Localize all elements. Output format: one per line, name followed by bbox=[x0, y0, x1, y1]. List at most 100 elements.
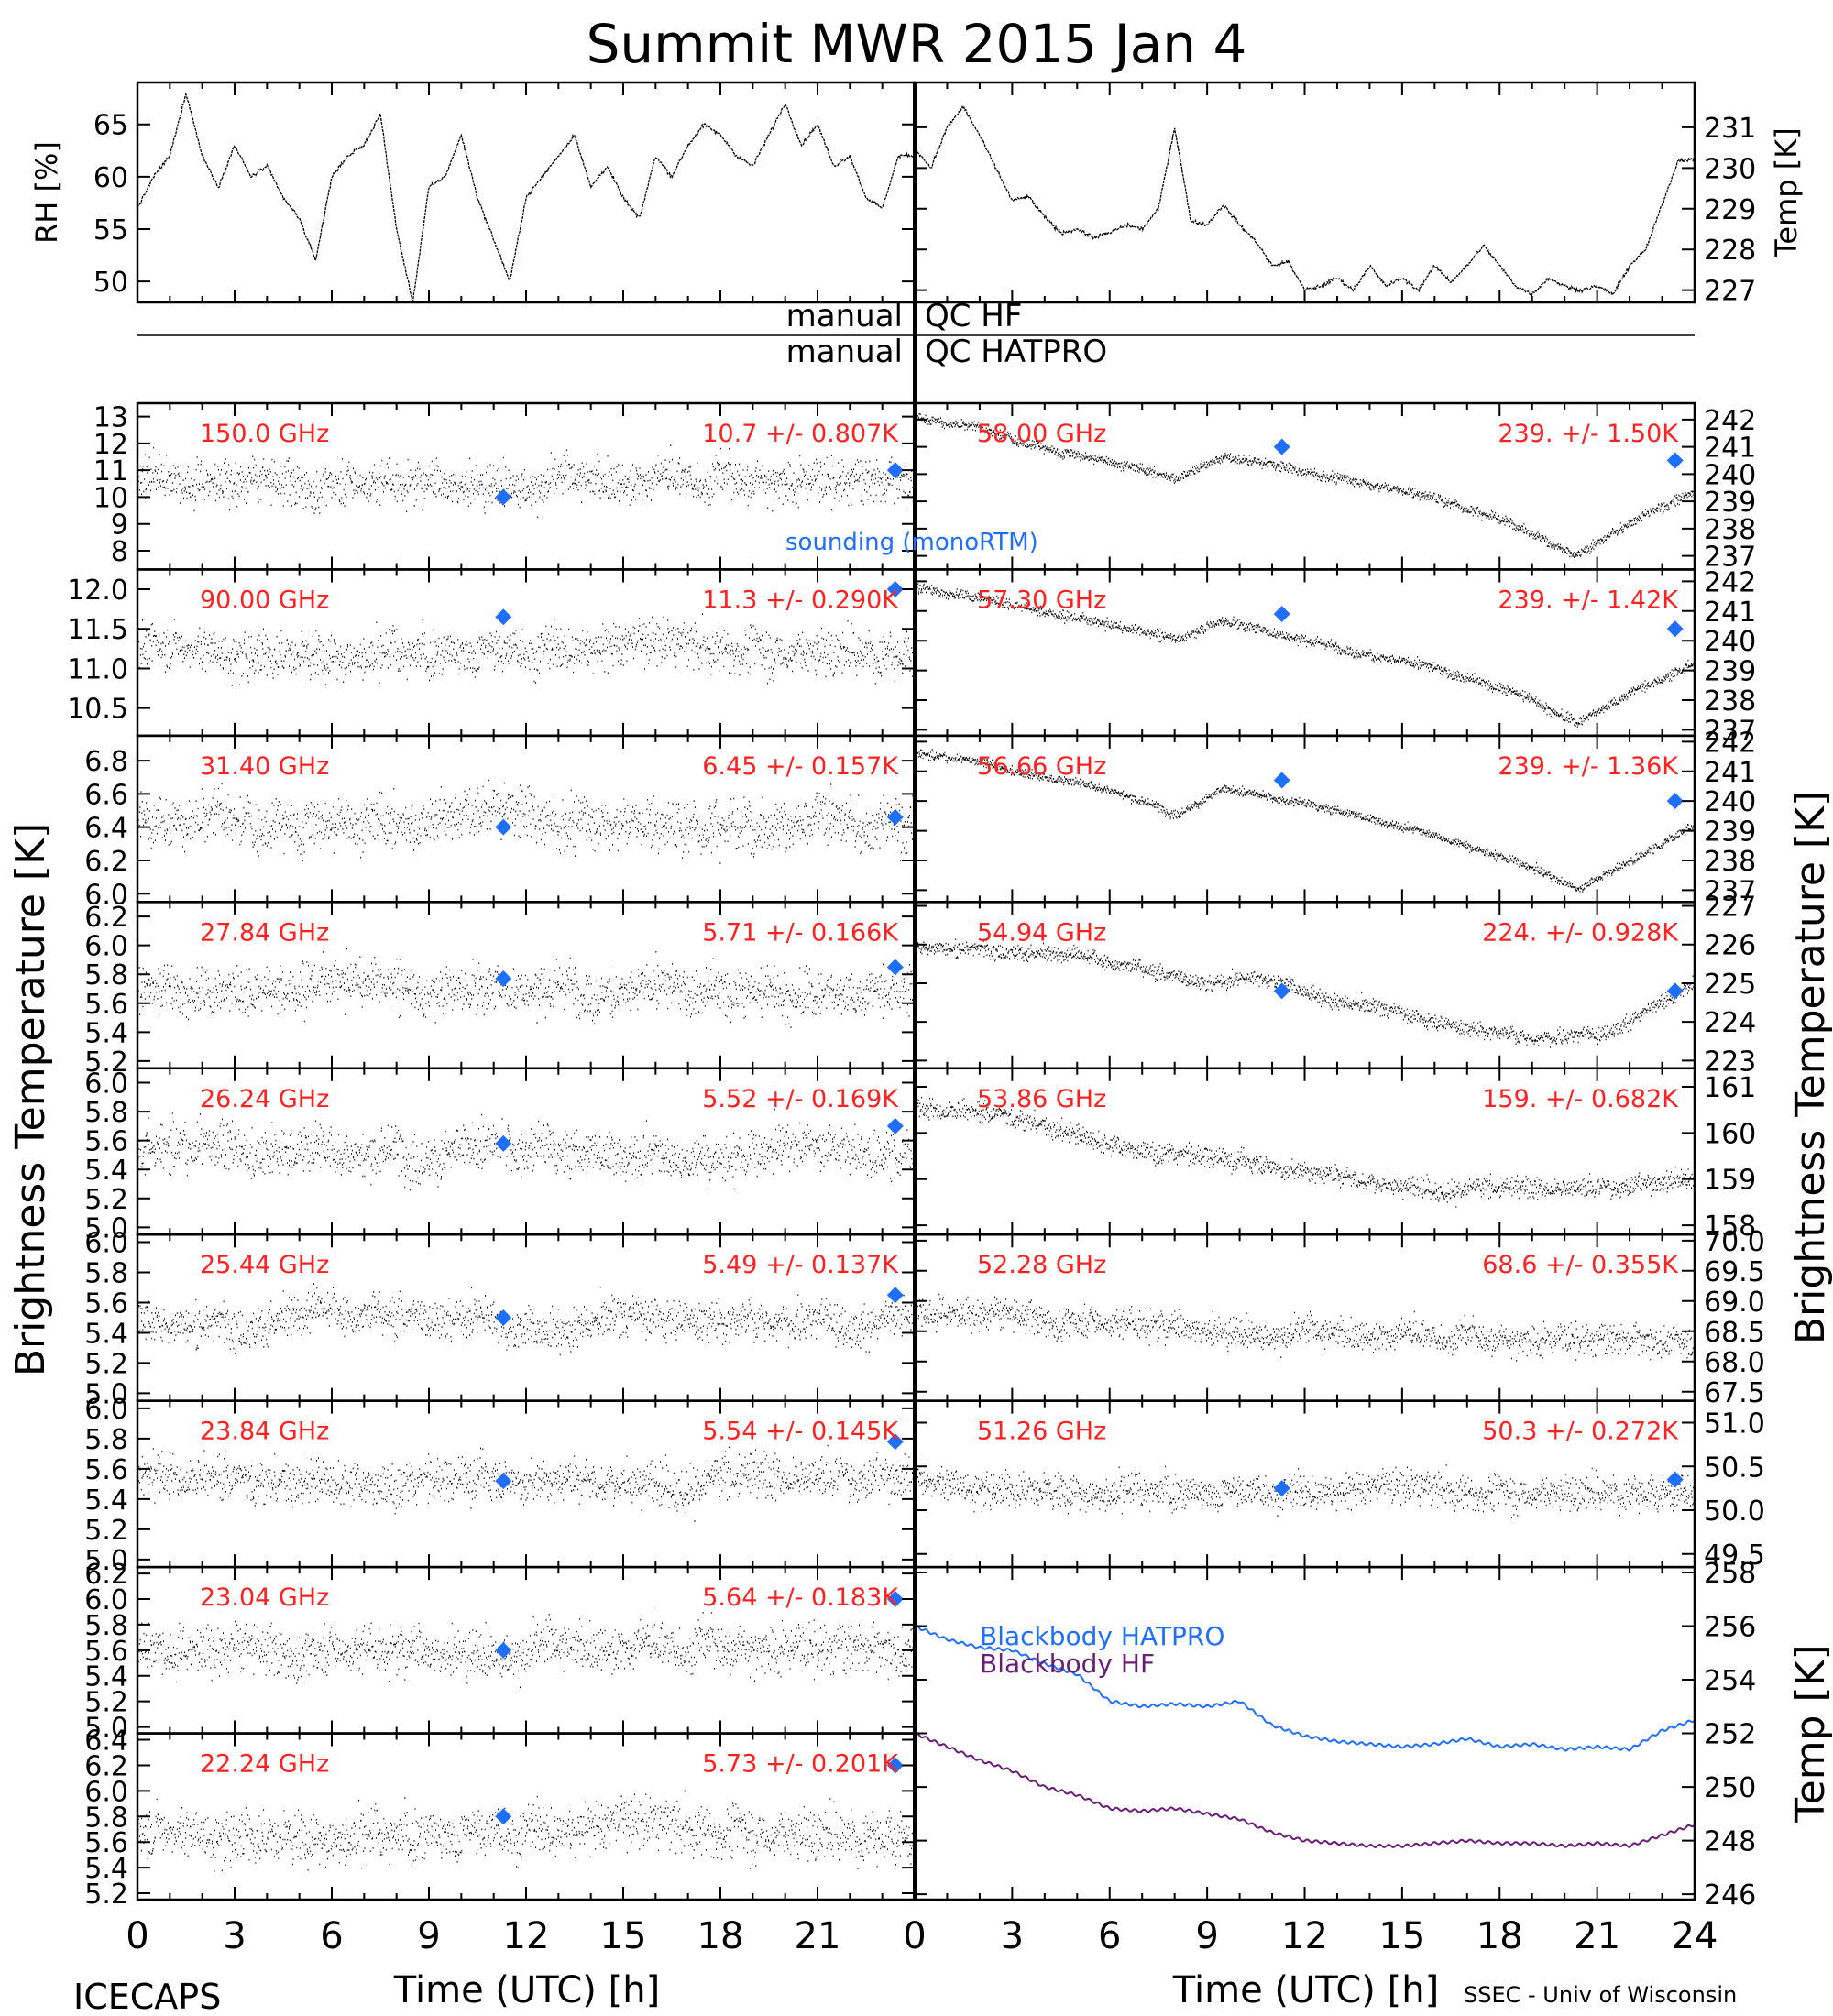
ytick-label: 5.8 bbox=[84, 1802, 128, 1834]
qc-hf-label: QC HF bbox=[925, 298, 1022, 334]
ytick-label: 227 bbox=[1704, 276, 1756, 308]
y-ticks-ch_3140 bbox=[137, 760, 915, 895]
sounding-marker bbox=[886, 1287, 904, 1304]
stat-label: 5.52 +/- 0.169K bbox=[702, 1085, 899, 1113]
x-tick-label: 12 bbox=[503, 1915, 550, 1957]
data-points-ch_2224 bbox=[137, 1790, 915, 1872]
ytick-label: 228 bbox=[1704, 235, 1756, 267]
y-ticks-ch_90 bbox=[137, 588, 915, 709]
ytick-label: 12 bbox=[93, 429, 128, 461]
plot-area-ch_2624 bbox=[137, 1108, 915, 1191]
x-ticks-blackbody bbox=[914, 1567, 1696, 1900]
stat-label: 68.6 +/- 0.355K bbox=[1482, 1251, 1679, 1279]
ytick-label: 10 bbox=[93, 482, 128, 514]
plot-area-ch_2544 bbox=[137, 1283, 915, 1356]
x-tick-label: 9 bbox=[417, 1915, 440, 1957]
sounding-marker bbox=[1666, 452, 1684, 469]
panel-ch_5386: 158 159 160 161 53.86 GHz 159. +/- 0.682K bbox=[913, 1067, 1756, 1243]
data-points-ch_3140 bbox=[137, 779, 915, 864]
x-ticks-ch_3140 bbox=[137, 735, 916, 903]
stat-label: 5.71 +/- 0.166K bbox=[702, 918, 899, 947]
ytick-label: 239 bbox=[1704, 487, 1756, 519]
channel-label: 23.04 GHz bbox=[200, 1583, 329, 1612]
xlabel-right: Time (UTC) [h] bbox=[1172, 1969, 1439, 2011]
ytick-label: 67.5 bbox=[1704, 1377, 1765, 1409]
channel-label: 150.0 GHz bbox=[200, 420, 329, 448]
data-points-ch_5800 bbox=[915, 412, 1695, 558]
plot-area-ch_5126 bbox=[915, 1458, 1695, 1518]
sounding-marker bbox=[495, 608, 512, 626]
channel-label: 22.24 GHz bbox=[200, 1750, 329, 1779]
ytick-label: 159 bbox=[1704, 1165, 1756, 1197]
ytick-label: 158 bbox=[1704, 1211, 1756, 1243]
ytick-label: 10.5 bbox=[67, 694, 128, 726]
ytick-label: 5.4 bbox=[84, 1661, 128, 1693]
ytick-label: 6.4 bbox=[84, 1726, 128, 1758]
x-tick-label: 24 bbox=[1672, 1915, 1718, 1957]
panel-ch_90: 10.5 11.0 11.5 12.0 90.00 GHz 11.3 +/- 0.290K bbox=[67, 568, 916, 738]
ytick-label: 237 bbox=[1704, 715, 1756, 747]
data-points-ch_5126 bbox=[915, 1458, 1695, 1518]
ytick-label: 230 bbox=[1704, 153, 1756, 185]
ytick-label: 242 bbox=[1704, 405, 1756, 437]
footer-right: SSEC - Univ of Wisconsin bbox=[1464, 1982, 1737, 2008]
plot-area-ch_2224 bbox=[137, 1790, 915, 1872]
ytick-label: 226 bbox=[1704, 930, 1756, 962]
sounding-marker bbox=[1273, 772, 1290, 789]
y-ticks-ch_2544 bbox=[137, 1241, 915, 1395]
ytick-label: 5.0 bbox=[84, 1713, 128, 1745]
stat-label: 50.3 +/- 0.272K bbox=[1482, 1418, 1679, 1446]
x-tick-label: 6 bbox=[1098, 1915, 1121, 1957]
ytick-label: 13 bbox=[93, 402, 128, 434]
x-tick-label: 18 bbox=[697, 1915, 744, 1957]
ytick-label: 5.4 bbox=[84, 1485, 128, 1517]
data-points-ch_2544 bbox=[137, 1283, 915, 1356]
x-ticks-ch_90 bbox=[137, 569, 916, 736]
ytick-label: 242 bbox=[1704, 727, 1756, 759]
right-ylabel: Brightness Temperature [K] bbox=[1787, 791, 1833, 1344]
sounding-label: sounding (monoRTM) bbox=[785, 529, 1038, 556]
x-tick-label: 21 bbox=[795, 1915, 841, 1957]
ytick-label: 55 bbox=[93, 214, 128, 247]
panel-temp_air: 227 228 229 230 231 Temp [K] bbox=[913, 81, 1804, 308]
ytick-label: 68.5 bbox=[1704, 1317, 1765, 1349]
ytick-label: 5.6 bbox=[84, 1126, 128, 1158]
ytick-label: 5.4 bbox=[84, 1853, 128, 1885]
sounding-marker bbox=[886, 1591, 904, 1608]
sounding-marker bbox=[886, 1117, 904, 1134]
ylabel-rh: RH [%] bbox=[29, 141, 64, 244]
plot-area-ch_5386 bbox=[915, 1096, 1695, 1208]
y-ticks-ch_5228 bbox=[915, 1239, 1695, 1393]
frame-rh bbox=[136, 81, 916, 304]
qc-hatpro-manual: manual bbox=[786, 334, 903, 370]
series-line-bb-hf bbox=[915, 1731, 1695, 1849]
ytick-label: 248 bbox=[1704, 1826, 1756, 1858]
legend-bb-hatpro: Blackbody HATPRO bbox=[980, 1621, 1224, 1651]
plot-area-ch_5494 bbox=[915, 938, 1695, 1048]
x-tick-label: 0 bbox=[126, 1915, 148, 1957]
channel-label: 57.30 GHz bbox=[977, 586, 1106, 614]
ytick-label: 6.2 bbox=[84, 1750, 128, 1782]
y-ticks-ch_150 bbox=[137, 415, 915, 552]
ytick-label: 50.0 bbox=[1704, 1496, 1765, 1528]
ytick-label: 239 bbox=[1704, 656, 1756, 688]
channel-label: 56.66 GHz bbox=[977, 752, 1106, 781]
x-tick-label: 18 bbox=[1476, 1915, 1523, 1957]
ytick-label: 241 bbox=[1704, 757, 1756, 789]
left-ylabel: Brightness Temperature [K] bbox=[7, 823, 54, 1376]
ytick-label: 69.0 bbox=[1704, 1287, 1765, 1319]
ytick-label: 250 bbox=[1704, 1772, 1756, 1804]
xlabel-left: Time (UTC) [h] bbox=[393, 1969, 660, 2011]
ytick-label: 223 bbox=[1704, 1046, 1756, 1078]
channel-label: 25.44 GHz bbox=[200, 1251, 329, 1279]
plot-area-ch_2384 bbox=[137, 1444, 915, 1522]
data-points-ch_2304 bbox=[137, 1608, 915, 1689]
ytick-label: 49.5 bbox=[1704, 1539, 1765, 1572]
sounding-marker bbox=[495, 1309, 512, 1326]
ytick-label: 8 bbox=[111, 536, 128, 568]
ytick-label: 9 bbox=[111, 509, 128, 542]
